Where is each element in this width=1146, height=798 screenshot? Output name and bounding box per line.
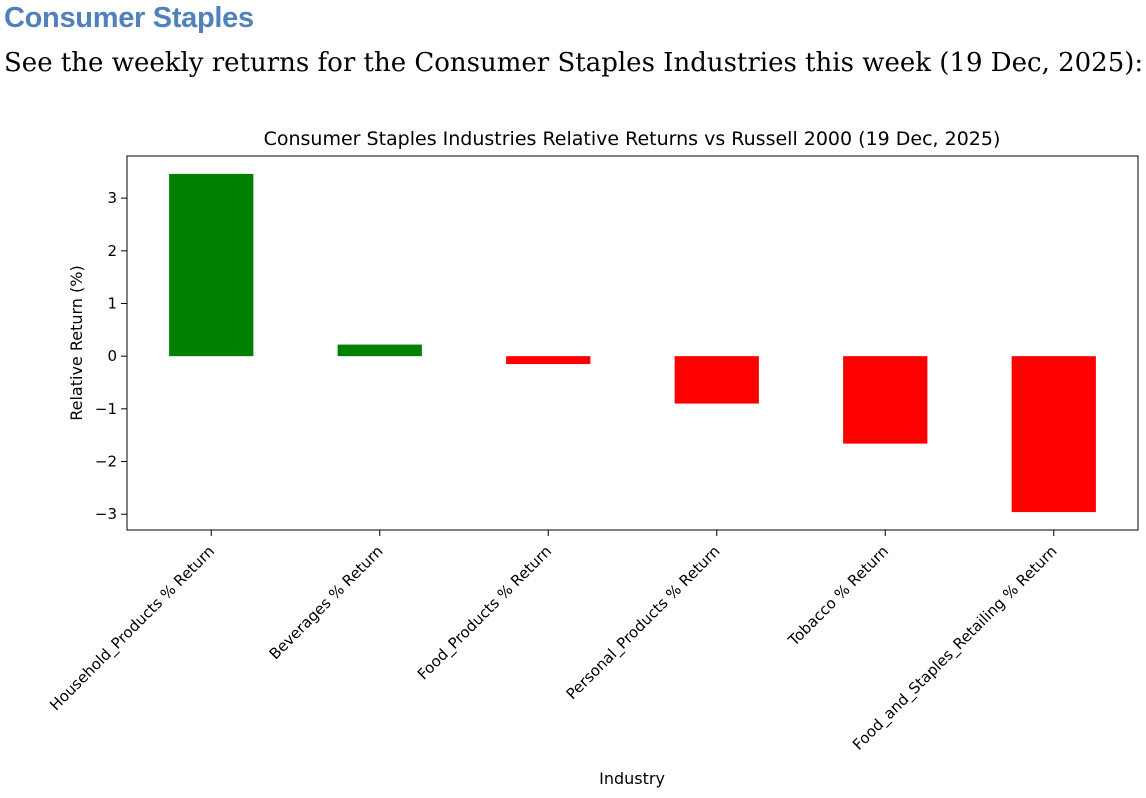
relative-returns-chart: Consumer Staples Industries Relative Ret…: [46, 128, 1139, 788]
y-tick-label: −3: [95, 505, 117, 523]
bars-group: [169, 173, 1096, 513]
bar-6: [1011, 356, 1096, 513]
section-heading: Consumer Staples: [4, 2, 254, 34]
y-tick-label: −2: [95, 453, 117, 471]
x-axis: Household_Products % Return Beverages % R…: [46, 530, 1061, 754]
y-tick-label: −1: [95, 400, 117, 418]
plot-frame: [126, 155, 1139, 531]
x-tick-label: Food_Products % Return: [414, 542, 556, 684]
x-tick-label: Food_and_Staples_Retailing % Return: [849, 542, 1061, 754]
bar-3: [506, 356, 591, 365]
y-tick-label: 3: [107, 189, 117, 207]
y-axis-label: Relative Return (%): [67, 265, 86, 420]
y-tick-label: 1: [107, 294, 117, 312]
intro-text: See the weekly returns for the Consumer …: [4, 48, 1144, 78]
bar-5: [843, 356, 928, 444]
bar-1: [169, 173, 254, 357]
bar-2: [337, 344, 422, 357]
chart-title: Consumer Staples Industries Relative Ret…: [264, 128, 1001, 150]
y-tick-label: 2: [107, 242, 117, 260]
y-tick-label: 0: [107, 347, 117, 365]
x-tick-label: Tobacco % Return: [784, 542, 892, 650]
x-tick-label: Personal_Products % Return: [563, 542, 725, 704]
bar-4: [674, 356, 759, 404]
x-tick-label: Household_Products % Return: [46, 542, 219, 715]
x-axis-label: Industry: [599, 769, 665, 788]
y-axis: −3 −2 −1 0 1 2 3: [95, 189, 127, 523]
x-tick-label: Beverages % Return: [266, 542, 387, 663]
